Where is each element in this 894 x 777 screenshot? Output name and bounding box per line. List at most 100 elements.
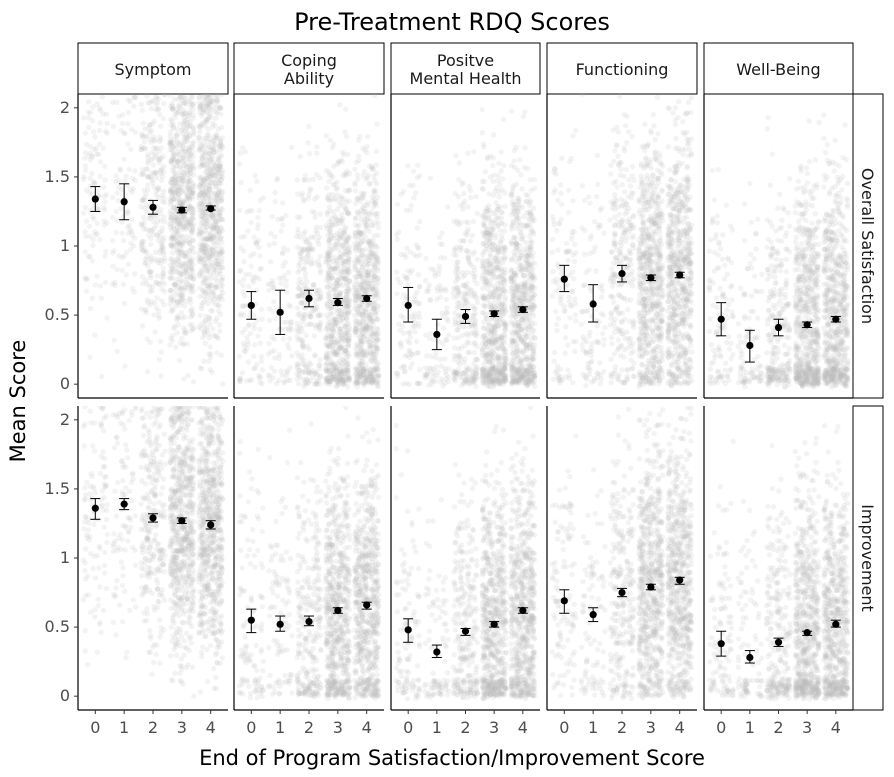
data-point [301,266,307,272]
data-point [245,341,251,348]
data-point [168,139,174,145]
data-point [187,284,193,290]
data-point [167,214,174,221]
data-point [213,218,219,225]
data-point [374,257,380,264]
data-point [335,277,341,283]
data-point [369,247,375,253]
data-point [294,214,301,220]
data-point [412,323,418,329]
data-point [214,255,220,262]
data-point [186,167,192,173]
data-point [180,341,186,348]
data-point [314,144,320,150]
data-point [138,101,145,108]
data-point [172,187,179,194]
data-point [466,183,472,190]
data-point [370,331,376,337]
data-point [365,269,371,275]
data-point [176,240,183,247]
data-point [207,167,213,173]
data-point [369,355,375,361]
data-point [112,282,118,289]
data-point [305,369,311,376]
data-point [331,232,337,239]
data-point [467,238,474,244]
data-point [352,241,358,247]
data-point [189,268,196,274]
data-point [363,312,370,319]
data-point [188,275,194,281]
data-point [199,256,205,262]
data-point [154,213,160,219]
data-point [296,381,302,387]
data-point [169,306,175,312]
data-point [175,322,181,328]
data-point [360,338,366,345]
data-point [337,344,343,350]
data-point [355,378,361,384]
data-point [196,195,202,201]
data-point [187,226,193,232]
data-point [343,315,350,321]
data-point [278,280,284,287]
data-point [145,152,151,158]
data-point [142,205,148,211]
data-point [278,228,285,234]
data-point [167,189,174,195]
data-point [237,375,244,382]
data-point [328,368,334,374]
data-point [201,358,207,364]
data-point [330,348,336,354]
data-point [338,326,344,332]
data-point [102,163,108,169]
data-point [481,333,487,339]
data-point [201,197,207,203]
data-point [266,287,272,293]
data-point [173,303,179,309]
data-point [525,165,531,172]
data-point [305,252,311,259]
data-point [186,186,193,193]
data-point [125,210,131,216]
data-point [338,308,344,314]
data-point [357,229,363,236]
data-point [168,211,175,218]
data-point [436,234,443,241]
data-point [177,273,183,280]
data-point [363,362,369,368]
data-point [330,293,337,299]
data-point [186,110,192,117]
data-point [219,94,225,98]
data-point [177,340,183,346]
data-point [178,105,184,111]
data-point [160,245,166,252]
data-point [302,361,308,367]
data-point [356,350,362,356]
data-point [127,187,133,193]
data-point [363,285,370,291]
data-point [371,191,377,197]
data-point [207,245,213,252]
data-point [126,222,132,229]
data-point [219,152,225,159]
data-point [436,263,442,269]
data-point [189,206,196,212]
data-point [363,272,369,278]
data-point [168,287,174,293]
data-point [355,351,361,358]
data-point [364,325,371,332]
data-point [153,188,159,194]
data-point [330,343,336,349]
data-point [497,238,503,244]
data-point [172,114,178,121]
data-point [246,283,252,290]
data-point [294,371,300,377]
data-point [336,307,342,314]
data-point [214,225,220,231]
data-point [180,155,186,161]
data-point [190,166,197,172]
data-point [370,371,377,377]
data-point [197,147,203,153]
data-point [213,184,220,190]
